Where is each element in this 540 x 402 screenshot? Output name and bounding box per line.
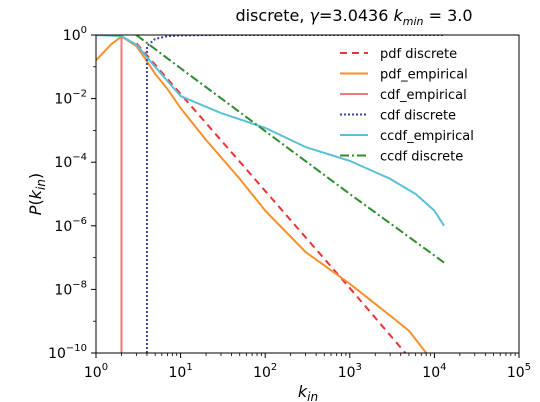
y-tick-label: 100 [63,25,87,44]
y-tick-label: 10−2 [54,89,87,108]
legend-label: pdf discrete [380,47,457,62]
legend: pdf discrete pdf_empirical cdf_empiricalcd… [340,47,474,165]
chart-title: discrete, γ=3.0436 kmin = 3.0 [235,6,472,28]
y-axis-title: P(kin) [26,173,48,215]
y-axis: 100 10−2 10−4 10−6 10−8 10−10 [48,25,96,362]
plot-area [95,34,520,354]
legend-label: ccdf_empirical [380,129,474,144]
series-line-pdf-discrete [135,42,407,353]
x-tick-label: 102 [253,362,277,381]
x-tick-label: 101 [168,362,192,381]
series-line-ccdf-empirical [96,35,445,227]
plot-frame [95,34,520,354]
x-tick-label: 104 [422,362,446,381]
legend-label: cdf discrete [380,109,456,124]
series-line-cdf-discrete [145,35,445,353]
y-tick-label: 10−8 [54,279,87,298]
y-tick-label: 10−6 [54,216,87,235]
x-tick-label: 100 [84,362,108,381]
legend-label: cdf_empirical [380,88,467,103]
x-axis: 100 101 102 103 104 105 [84,353,531,381]
legend-label: pdf_empirical [380,68,468,83]
x-tick-label: 105 [507,362,531,381]
series-line-pdf-empirical [96,35,427,353]
legend-label: ccdf discrete [380,150,463,165]
x-tick-label: 103 [338,362,362,381]
y-tick-label: 10−10 [48,343,87,362]
y-tick-label: 10−4 [54,152,87,171]
series-line-ccdf-discrete [135,35,445,264]
x-axis-title: kin [298,382,318,402]
